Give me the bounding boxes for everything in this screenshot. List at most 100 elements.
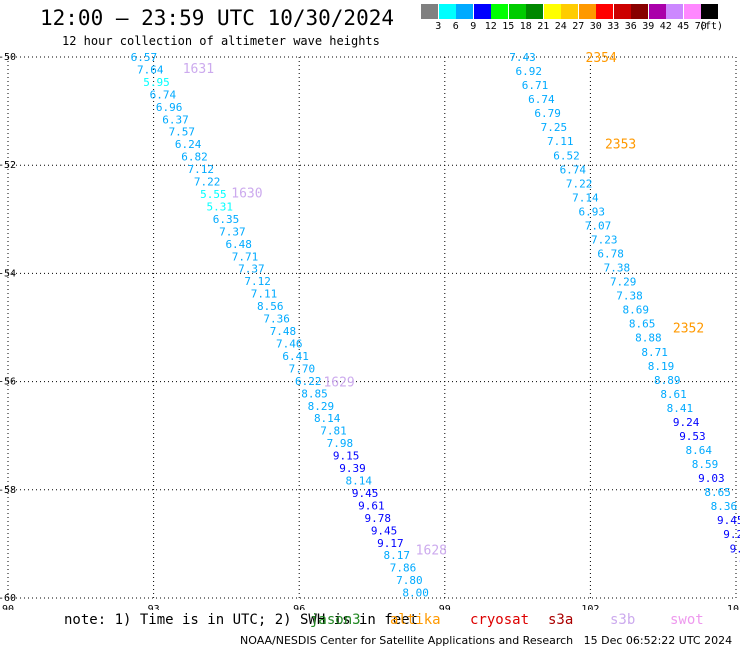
wave-height-value: 8.14 — [314, 412, 341, 425]
wave-height-value: 7.38 — [604, 262, 631, 275]
wave-height-value: 9.45 — [371, 524, 398, 537]
pass-time-label: 1631 — [183, 62, 214, 77]
y-tick-label: -58 — [0, 485, 16, 496]
scale-swatch — [438, 4, 456, 19]
y-tick-label: -50 — [0, 52, 16, 63]
scale-swatch — [473, 4, 491, 19]
wave-height-value: 5.95 — [143, 76, 170, 89]
wave-height-value: 7.14 — [572, 191, 599, 204]
scale-swatch — [683, 4, 701, 19]
wave-height-value: 9.63 — [730, 542, 740, 555]
wave-height-value: 7.37 — [219, 225, 246, 238]
wave-height-value: 6.96 — [156, 101, 183, 114]
wave-height-value: 7.86 — [390, 562, 417, 575]
scale-label: 24 — [554, 21, 567, 32]
x-tick-label: 102 — [581, 604, 599, 610]
wave-height-value: 6.82 — [181, 151, 208, 164]
wave-height-value: 8.71 — [641, 346, 668, 359]
wave-height-value: 7.38 — [616, 290, 643, 303]
scale-swatch — [701, 4, 718, 19]
wave-height-value: 8.69 — [623, 304, 650, 317]
scale-label: 6 — [452, 21, 459, 32]
scale-label: 33 — [607, 21, 620, 32]
wave-height-value: 7.48 — [270, 325, 297, 338]
wave-height-value: 6.93 — [578, 205, 605, 218]
wave-height-value: 7.29 — [610, 276, 637, 289]
y-tick-label: -54 — [0, 268, 16, 279]
wave-height-value: 7.07 — [585, 219, 612, 232]
wave-height-value: 7.25 — [541, 121, 568, 134]
wave-height-value: 6.74 — [528, 93, 555, 106]
pass-time-label: 1629 — [323, 376, 354, 391]
scale-swatch — [456, 4, 473, 19]
x-tick-label: 90 — [2, 604, 14, 610]
scale-swatch — [648, 4, 666, 19]
scale-swatch — [508, 4, 526, 19]
wave-height-value: 7.46 — [276, 337, 303, 350]
scale-swatch — [421, 4, 438, 19]
wave-height-value: 7.22 — [194, 176, 221, 189]
wave-height-value: 6.41 — [282, 350, 309, 363]
scale-swatch — [561, 4, 578, 19]
pass-time-label: 1630 — [231, 186, 262, 201]
pass-time-label: 1628 — [416, 543, 447, 558]
wave-height-value: 7.23 — [591, 233, 618, 246]
scale-swatch — [543, 4, 561, 19]
wave-height-value: 8.65 — [704, 486, 731, 499]
satellite-legend-cryosat: cryosat — [470, 612, 530, 628]
satellite-legend-s3a: s3a — [548, 612, 574, 628]
wave-height-value: 5.31 — [206, 200, 233, 213]
wave-height-value: 9.45 — [352, 487, 379, 500]
wave-height-value: 7.36 — [263, 313, 290, 326]
scale-swatch — [491, 4, 508, 19]
wave-height-value: 8.14 — [346, 474, 373, 487]
scale-label: 12 — [484, 21, 497, 32]
footer-credit: NOAA/NESDIS Center for Satellite Applica… — [240, 634, 733, 647]
wave-height-value: 8.85 — [301, 387, 328, 400]
scale-label: 9 — [470, 21, 477, 32]
satellite-legend-altika: altika — [390, 612, 441, 628]
wave-height-value: 6.22 — [295, 375, 322, 388]
scale-swatch — [631, 4, 648, 19]
wave-height-value: 8.61 — [660, 388, 687, 401]
scale-unit: (ft) — [698, 21, 724, 32]
wave-height-value: 9.61 — [358, 499, 385, 512]
wave-height-value: 6.52 — [553, 149, 580, 162]
wave-height-value: 9.45 — [717, 514, 740, 527]
pass-time-label: 2353 — [605, 138, 636, 153]
wave-height-value: 7.57 — [169, 126, 196, 139]
scale-label: 42 — [659, 21, 672, 32]
wave-height-value: 7.64 — [137, 63, 164, 76]
wave-height-value: 7.37 — [238, 263, 265, 276]
wave-height-value: 7.71 — [232, 250, 259, 263]
scale-label: 15 — [502, 21, 515, 32]
wave-height-value: 7.11 — [547, 135, 574, 148]
scale-label: 30 — [589, 21, 602, 32]
wave-height-value: 8.29 — [308, 400, 335, 413]
wave-height-value: 8.89 — [654, 374, 681, 387]
scale-swatch — [666, 4, 683, 19]
wave-height-plot: 90 93 96 99 102 105 -50 -52 -54 -56 -58 -60 6.577.64… — [0, 51, 740, 610]
wave-height-value: 6.24 — [175, 138, 202, 151]
satellite-legend-jason3: jason3 — [310, 612, 361, 628]
wave-height-value: 7.22 — [566, 177, 593, 190]
wave-height-value: 9.15 — [333, 450, 360, 463]
wave-height-value: 7.43 — [509, 51, 536, 64]
wave-height-value: 6.48 — [225, 238, 252, 251]
scale-swatch — [578, 4, 596, 19]
x-tick-label: 93 — [148, 604, 160, 610]
wave-height-value: 6.74 — [560, 163, 587, 176]
y-tick-label: -60 — [0, 593, 16, 604]
pass-time-label: 2354 — [586, 51, 617, 66]
wave-height-value: 8.56 — [257, 300, 284, 313]
scale-label: 18 — [519, 21, 532, 32]
wave-height-value: 6.57 — [131, 51, 158, 64]
x-tick-label: 105 — [727, 604, 740, 610]
wave-height-value: 8.65 — [629, 318, 656, 331]
satellite-legend-s3b: s3b — [610, 612, 636, 628]
scale-label: 3 — [435, 21, 442, 32]
pass-time-label: 2352 — [673, 322, 704, 337]
wave-height-value: 6.74 — [150, 88, 177, 101]
chart-subtitle: 12 hour collection of altimeter wave hei… — [62, 34, 380, 48]
y-tick-label: -56 — [0, 377, 16, 388]
